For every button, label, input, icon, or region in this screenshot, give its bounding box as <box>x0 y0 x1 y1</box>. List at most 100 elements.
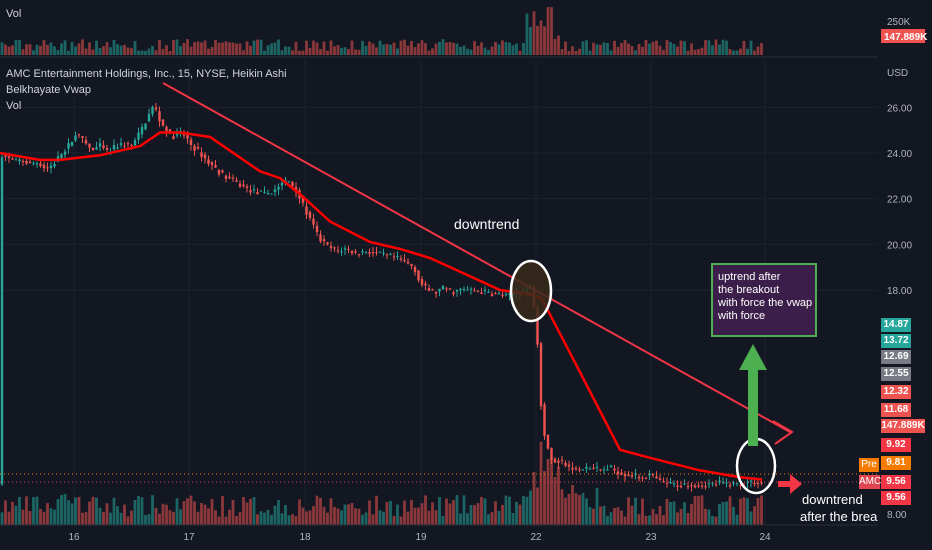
top-volume-bar <box>595 44 599 55</box>
candle-body <box>95 147 98 150</box>
candle-body <box>466 289 469 291</box>
volume-bar <box>417 507 420 525</box>
top-volume-bar <box>564 41 567 55</box>
volume-bar <box>578 495 581 525</box>
top-volume-bar <box>490 46 494 55</box>
volume-bar <box>371 514 375 525</box>
top-volume-bar <box>336 45 340 55</box>
top-volume-bars <box>0 7 763 56</box>
vol-legend[interactable]: Vol <box>6 100 22 112</box>
volume-bar <box>445 498 448 525</box>
volume-bar <box>105 503 109 525</box>
top-volume-bar <box>627 43 630 55</box>
top-volume-bar <box>252 40 256 55</box>
volume-bar <box>63 493 67 525</box>
time-tick-label: 19 <box>415 532 427 543</box>
annotation-box-text: with force the vwap <box>717 297 812 309</box>
volume-bar <box>662 515 665 525</box>
candle-body <box>693 485 697 488</box>
candle-body <box>585 466 588 469</box>
volume-bar <box>305 511 308 525</box>
volume-bar <box>14 505 18 525</box>
volume-bar <box>718 503 721 525</box>
volume-bar <box>168 510 172 525</box>
candle-body <box>60 154 63 159</box>
volume-bar <box>354 508 357 525</box>
candle-body <box>130 144 133 146</box>
volume-bar <box>476 503 480 525</box>
volume-bar <box>620 510 623 525</box>
time-tick-label: 18 <box>299 532 311 543</box>
candle-body <box>165 126 168 134</box>
candle-body <box>441 285 445 289</box>
top-volume-bar <box>662 49 665 55</box>
top-volume-bar <box>693 49 697 55</box>
symbol-legend[interactable]: AMC Entertainment Holdings, Inc., 15, NY… <box>6 68 287 80</box>
annotation-box <box>711 263 817 337</box>
candle-body <box>196 146 200 149</box>
time-axis: 16 17 18 19 22 23 24 <box>0 524 878 550</box>
top-volume-bar <box>357 49 361 55</box>
candle-body <box>721 482 725 484</box>
candle-body <box>49 165 53 168</box>
volume-bar <box>571 485 574 525</box>
volume-bar <box>616 507 620 525</box>
top-volume-bar <box>39 45 42 55</box>
candle-body <box>308 211 312 218</box>
volume-bar <box>256 514 259 525</box>
top-volume-bar <box>560 49 564 55</box>
top-volume-bar <box>49 42 53 55</box>
volume-bar <box>172 511 175 525</box>
candle-body <box>606 469 609 471</box>
indicator-legend[interactable]: Belkhayate Vwap <box>6 84 91 96</box>
top-volume-bar <box>210 46 214 55</box>
volume-bar <box>245 502 249 525</box>
candle-body <box>746 482 749 484</box>
top-volume-bar <box>406 45 410 55</box>
volume-bar <box>753 506 756 525</box>
volume-bar <box>249 498 252 525</box>
top-volume-bar <box>77 43 81 55</box>
top-volume-bar <box>504 42 508 55</box>
top-volume-bar <box>305 40 308 55</box>
time-tick-label: 16 <box>68 532 80 543</box>
candle-body <box>151 106 154 115</box>
downtrend-line <box>162 82 791 433</box>
volume-bar <box>161 503 165 525</box>
candle-body <box>189 139 193 145</box>
candle-body <box>707 483 711 485</box>
volume-bar <box>644 515 648 525</box>
top-volume-bar <box>672 43 676 55</box>
top-volume-bar <box>42 40 46 55</box>
volume-bar <box>602 505 606 525</box>
price-badge: 11.68 <box>881 403 911 417</box>
candle-body <box>35 163 39 165</box>
top-volume-bar <box>431 48 434 55</box>
volume-bar <box>67 500 70 525</box>
top-volume-bar <box>301 50 305 55</box>
trend-arrowhead <box>772 420 794 445</box>
candle-body <box>259 190 263 192</box>
top-volume-bar <box>67 50 70 55</box>
top-volume-bar <box>242 50 245 55</box>
candle-body <box>18 159 21 162</box>
volume-bar <box>130 510 133 525</box>
volume-bar <box>193 501 196 525</box>
volume-bar <box>154 507 158 525</box>
top-volume-bar <box>266 45 270 55</box>
top-volume-bar <box>193 42 196 55</box>
top-volume-bar <box>63 40 67 55</box>
candle-body <box>354 251 357 253</box>
volume-bar <box>560 489 564 525</box>
volume-bar <box>235 516 238 525</box>
top-volume-bar <box>105 42 109 55</box>
top-volume-bar <box>340 47 343 55</box>
top-volume-bar <box>347 49 350 55</box>
candle-body <box>749 480 753 482</box>
top-volume-bar <box>609 50 613 55</box>
top-volume-bar <box>385 44 389 55</box>
volume-bar <box>196 511 200 525</box>
volume-bar <box>263 512 266 525</box>
